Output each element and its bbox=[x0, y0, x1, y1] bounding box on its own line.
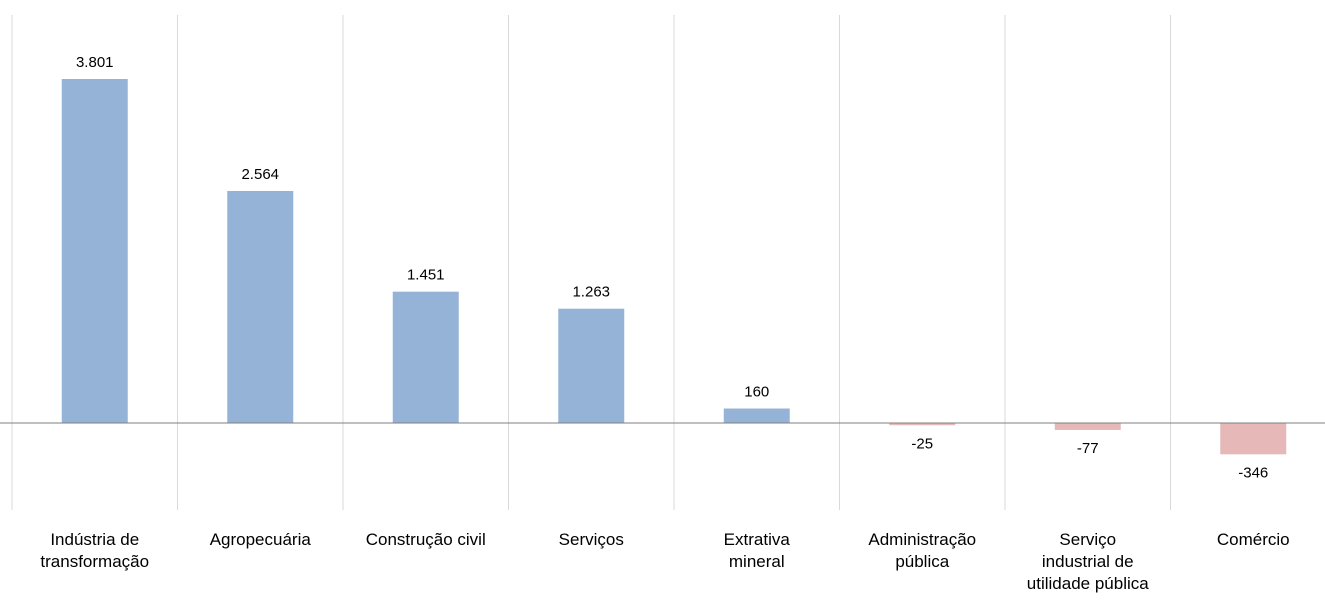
bar bbox=[1054, 423, 1121, 430]
data-label: 1.263 bbox=[572, 284, 610, 301]
category-label: Extrativa mineral bbox=[724, 530, 791, 571]
bar bbox=[1220, 423, 1287, 455]
data-label: 160 bbox=[744, 384, 769, 401]
category-label-line: Comércio bbox=[1217, 530, 1290, 549]
category-label: Administração pública bbox=[868, 530, 976, 571]
category-label-line: Administração bbox=[868, 530, 976, 549]
data-label: 3.801 bbox=[76, 54, 114, 71]
value-labels: 3.801 2.564 1.451 1.263 160 -25 -77 -346 bbox=[76, 54, 1268, 481]
bar bbox=[392, 291, 459, 423]
bar bbox=[558, 308, 625, 423]
category-label: Construção civil bbox=[366, 530, 486, 549]
data-label: 2.564 bbox=[241, 166, 279, 183]
category-label-line: industrial de bbox=[1042, 552, 1134, 571]
category-label-line: Extrativa bbox=[724, 530, 791, 549]
category-label-line: Serviços bbox=[559, 530, 624, 549]
data-label: -25 bbox=[911, 435, 933, 452]
category-separators bbox=[11, 15, 1171, 510]
category-label-line: utilidade pública bbox=[1027, 574, 1149, 593]
bar bbox=[723, 408, 790, 423]
category-label-line: Construção civil bbox=[366, 530, 486, 549]
bar bbox=[889, 423, 956, 426]
data-label: -346 bbox=[1238, 464, 1268, 481]
category-label-line: transformação bbox=[40, 552, 149, 571]
category-label-line: Agropecuária bbox=[210, 530, 312, 549]
category-label: Agropecuária bbox=[210, 530, 312, 549]
bar bbox=[227, 190, 294, 423]
category-label: Indústria de transformação bbox=[40, 530, 149, 571]
bar bbox=[61, 79, 128, 424]
category-label-line: pública bbox=[895, 552, 949, 571]
data-label: -77 bbox=[1077, 440, 1099, 457]
bars bbox=[61, 79, 1287, 455]
category-label-line: Serviço bbox=[1059, 530, 1116, 549]
category-label-line: mineral bbox=[729, 552, 785, 571]
category-label-line: Indústria de bbox=[50, 530, 139, 549]
category-label: Serviços bbox=[559, 530, 624, 549]
category-label: Serviço industrial de utilidade pública bbox=[1027, 530, 1149, 593]
category-labels: Indústria de transformação Agropecuária Con… bbox=[40, 530, 1289, 593]
data-label: 1.451 bbox=[407, 267, 445, 284]
category-label: Comércio bbox=[1217, 530, 1290, 549]
